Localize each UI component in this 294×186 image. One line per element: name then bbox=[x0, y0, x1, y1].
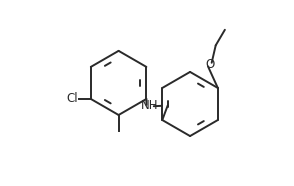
Text: Cl: Cl bbox=[66, 92, 78, 105]
Text: O: O bbox=[205, 58, 214, 71]
Text: NH: NH bbox=[141, 99, 158, 112]
